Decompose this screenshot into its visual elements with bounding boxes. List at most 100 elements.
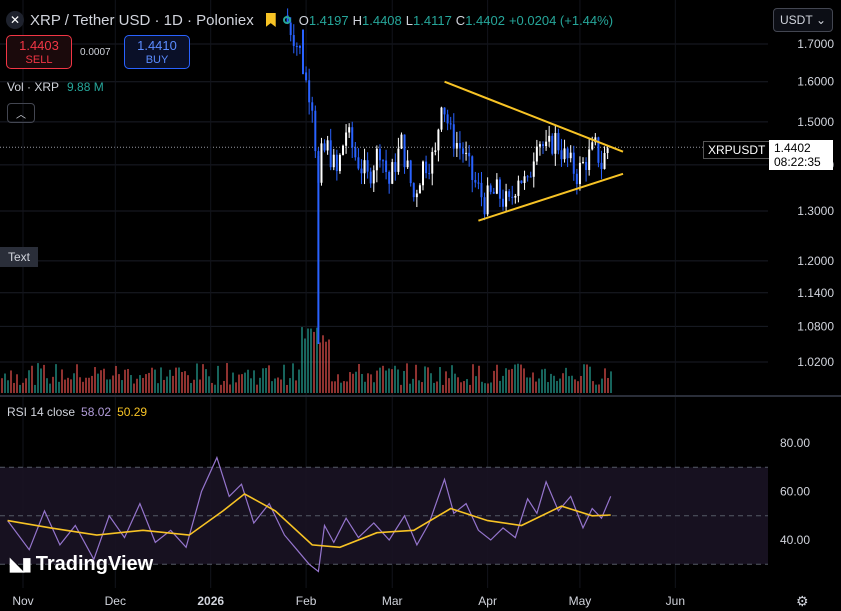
time-axis-tick: Jun — [666, 594, 685, 608]
candle-body — [354, 147, 357, 158]
volume-bar — [430, 373, 432, 393]
candle-body — [357, 157, 360, 169]
last-price: 1.4402 — [774, 141, 811, 155]
volume-bar — [187, 375, 189, 393]
volume-bar — [343, 381, 345, 393]
candle-body — [569, 152, 572, 159]
volume-bar — [400, 384, 402, 393]
volume-bar — [373, 382, 375, 393]
volume-bar — [232, 372, 234, 393]
volume-bar — [247, 369, 249, 393]
volume-bar — [82, 381, 84, 393]
candle-body — [600, 162, 603, 169]
candle-body — [465, 152, 468, 154]
flag-icon[interactable] — [265, 13, 276, 27]
volume-bar — [259, 377, 261, 393]
candle-body — [443, 107, 446, 115]
last-price-tag: 1.4402 08:22:35 — [769, 140, 833, 170]
volume-bar — [571, 375, 573, 393]
volume-bar — [76, 364, 78, 393]
volume-bar — [457, 377, 459, 393]
candle-body — [455, 143, 458, 149]
candle-body — [446, 114, 449, 124]
volume-bar — [79, 377, 81, 393]
candle-body — [409, 160, 412, 184]
volume-bar — [403, 370, 405, 393]
volume-bar — [364, 381, 366, 393]
volume-bar — [532, 372, 534, 393]
candle-body — [440, 107, 443, 130]
volume-bar — [406, 363, 408, 393]
volume-bar — [601, 378, 603, 393]
volume-bar — [304, 338, 306, 393]
volume-bar — [475, 376, 477, 393]
volume-bar — [121, 380, 123, 393]
candle-body — [585, 161, 588, 171]
tradingview-logo[interactable]: ◣▮ TradingView — [10, 553, 153, 576]
currency-select[interactable]: USDT ⌄ — [773, 8, 833, 32]
buy-button[interactable]: 1.4410 BUY — [124, 35, 190, 69]
volume-bar — [13, 382, 15, 393]
volume-bar — [502, 375, 504, 393]
volume-bar — [460, 382, 462, 393]
volume-bar — [16, 374, 18, 393]
collapse-legend-button[interactable]: ︿ — [7, 103, 35, 123]
volume-bar — [463, 381, 465, 393]
symbol-price-tag: XRPUSDT — [703, 141, 771, 159]
settings-gear-icon[interactable]: ⚙ — [796, 593, 809, 609]
volume-bar — [100, 370, 102, 393]
price-axis-tick: 1.6000 — [797, 75, 834, 89]
volume-bar — [145, 374, 147, 393]
volume-bar — [169, 369, 171, 393]
candle-body — [578, 162, 581, 185]
volume-bar — [298, 369, 300, 393]
triangle-upper-line — [444, 80, 624, 153]
time-axis-tick: 2026 — [197, 594, 224, 608]
volume-bar — [295, 380, 297, 393]
candle-body — [591, 142, 594, 150]
volume-bar — [151, 367, 153, 393]
close-x-icon[interactable]: ✕ — [6, 11, 24, 29]
chevron-up-icon: ︿ — [16, 109, 26, 121]
candle-body — [434, 150, 437, 152]
candle-body — [369, 171, 372, 184]
candle-body — [563, 148, 566, 160]
candle-body — [351, 127, 354, 148]
volume-bar — [556, 380, 558, 393]
volume-bar — [394, 365, 396, 393]
volume-bar — [73, 373, 75, 393]
candle-body — [495, 179, 498, 194]
candle-body — [480, 182, 483, 198]
volume-bar — [166, 376, 168, 393]
volume-bar — [568, 376, 570, 393]
volume-legend[interactable]: Vol · XRP 9.88 M — [7, 80, 104, 94]
volume-bar — [451, 365, 453, 393]
candle-body — [305, 72, 308, 81]
currency-value: USDT — [780, 13, 813, 27]
price-axis-tick: 1.0800 — [797, 319, 834, 333]
sell-button[interactable]: 1.4403 SELL — [6, 35, 72, 69]
rsi-legend[interactable]: RSI 14 close 58.02 50.29 — [7, 405, 147, 419]
volume-bar — [469, 384, 471, 393]
volume-bar — [250, 378, 252, 393]
candle-body — [400, 134, 403, 149]
symbol-title[interactable]: XRP / Tether USD · 1D · Poloniex — [30, 11, 254, 29]
volume-bar — [205, 369, 207, 393]
volume-bar — [301, 327, 303, 393]
volume-bar — [358, 364, 360, 393]
ohlc-open: O1.4197 — [298, 12, 349, 28]
volume-bar — [112, 375, 114, 393]
candle-body — [545, 141, 548, 147]
volume-bar — [604, 368, 606, 393]
volume-bar — [130, 375, 132, 393]
volume-bar — [202, 364, 204, 393]
price-axis-tick: 1.0200 — [797, 355, 834, 369]
candle-body — [422, 161, 425, 186]
volume-bar — [328, 339, 330, 393]
volume-bar — [256, 384, 258, 393]
price-axis-tick: 1.3000 — [797, 204, 834, 218]
rsi-axis-tick: 40.00 — [780, 533, 810, 547]
text-drawing-label[interactable]: Text — [0, 247, 38, 267]
volume-bar — [448, 378, 450, 393]
